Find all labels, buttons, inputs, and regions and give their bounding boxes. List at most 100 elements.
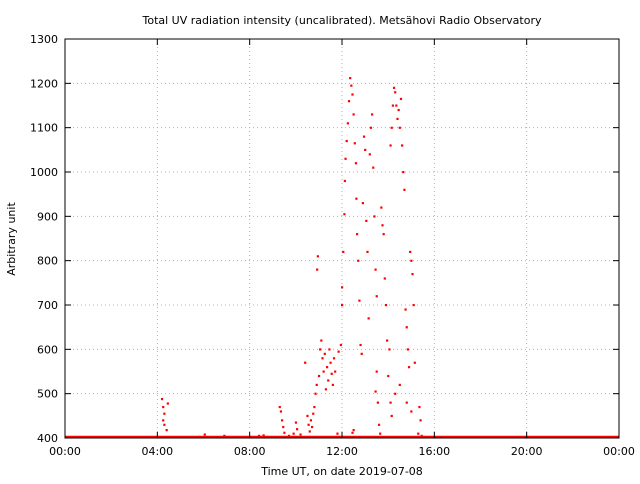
data-point [347, 100, 351, 103]
y-tick-label: 900 [37, 210, 58, 223]
data-point [163, 412, 166, 415]
y-tick-label: 1000 [30, 166, 58, 179]
data-point [360, 352, 363, 355]
data-point [328, 348, 331, 351]
y-tick-label: 1200 [30, 77, 58, 90]
data-points [160, 77, 423, 439]
data-point [327, 379, 330, 382]
data-point [320, 339, 323, 342]
data-point [299, 433, 302, 436]
data-point [310, 425, 314, 429]
data-point [356, 233, 359, 236]
data-point [166, 402, 169, 405]
data-point [399, 97, 403, 101]
y-tick-label: 1100 [30, 122, 58, 135]
data-point [316, 268, 319, 271]
data-point [362, 135, 366, 138]
data-point [317, 374, 321, 378]
data-point [223, 434, 226, 437]
data-point [345, 139, 348, 143]
gridlines [65, 39, 619, 438]
data-point [332, 357, 336, 360]
y-axis-ticks: 400 500 600 700 800 900 1000 1100 1200 1300 [30, 33, 619, 445]
data-point [343, 179, 346, 183]
data-point [410, 410, 413, 413]
data-point [411, 272, 414, 276]
data-point [402, 171, 405, 174]
data-point [308, 430, 311, 433]
y-tick-label: 800 [37, 255, 58, 268]
data-point [394, 392, 397, 395]
data-point [282, 425, 285, 429]
data-point [388, 348, 391, 351]
x-axis-ticks: 00:00 04:00 08:00 12:00 16:00 20:00 00:00 [49, 39, 635, 458]
data-point [352, 429, 355, 432]
data-point [304, 361, 307, 364]
data-point [292, 432, 295, 435]
data-point [314, 392, 317, 395]
data-point [387, 374, 390, 378]
data-point [377, 423, 381, 426]
data-point [367, 317, 370, 320]
y-tick-label: 1300 [30, 33, 58, 46]
data-point [165, 429, 168, 432]
data-point [280, 419, 284, 422]
data-point [401, 144, 404, 147]
data-point [368, 153, 371, 156]
data-point [405, 326, 408, 329]
data-point [398, 126, 401, 129]
data-point [343, 213, 346, 216]
data-point [392, 86, 396, 89]
data-point [341, 304, 344, 307]
data-point [319, 348, 322, 351]
data-point [349, 77, 352, 80]
data-point [366, 250, 369, 253]
y-axis-label: Arbitrary unit [5, 202, 18, 276]
x-tick-label: 16:00 [418, 445, 450, 458]
data-point [203, 433, 206, 436]
data-point [160, 397, 164, 401]
data-point [313, 405, 316, 409]
data-point [306, 414, 309, 418]
data-point [381, 224, 384, 227]
x-tick-label: 08:00 [234, 445, 266, 458]
data-point [287, 434, 291, 437]
data-point [395, 104, 398, 107]
data-point [369, 126, 373, 129]
data-point [351, 431, 354, 434]
data-point [331, 383, 334, 386]
data-point [382, 233, 385, 236]
data-point [375, 295, 378, 298]
data-point [344, 157, 347, 160]
data-point [379, 432, 382, 435]
data-point [322, 370, 325, 373]
data-point [350, 84, 353, 87]
data-point [364, 148, 367, 152]
plot-frame [64, 38, 620, 439]
data-point [353, 142, 356, 145]
data-point [324, 388, 328, 391]
data-point [418, 405, 421, 409]
x-axis-label: Time UT, on date 2019-07-08 [260, 465, 423, 478]
data-point [342, 250, 345, 253]
x-tick-label: 00:00 [603, 445, 635, 458]
y-tick-label: 400 [37, 432, 58, 445]
data-point [409, 250, 412, 253]
data-point [406, 348, 409, 351]
data-point [336, 432, 339, 435]
data-point [323, 352, 326, 355]
data-point [374, 390, 377, 393]
data-point [312, 412, 315, 415]
data-point [162, 405, 165, 409]
data-point [307, 423, 310, 426]
data-point [375, 370, 378, 373]
data-point [354, 162, 358, 165]
data-point [412, 304, 415, 307]
data-point [405, 401, 408, 404]
data-point [397, 108, 400, 112]
x-tick-label: 00:00 [49, 445, 81, 458]
data-point [365, 219, 368, 222]
data-point [346, 122, 349, 125]
data-point [278, 405, 281, 409]
